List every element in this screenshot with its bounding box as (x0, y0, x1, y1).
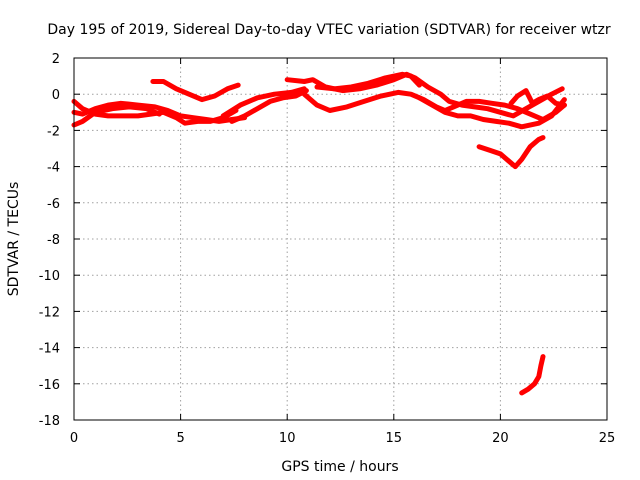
series-pass-12 (476, 135, 546, 170)
series-pass-9 (314, 71, 422, 92)
x-tick-label: 20 (492, 431, 509, 446)
x-tick-label: 10 (279, 431, 296, 446)
series-pass-3 (71, 104, 162, 128)
y-tick-label: -14 (39, 342, 60, 357)
y-tick-label: -6 (47, 197, 60, 212)
series-pass-10 (416, 95, 567, 130)
series-layer (71, 71, 567, 396)
y-tick-labels: 2 0 -2 -4 -6 -8 -10 -12 -14 -16 -18 (39, 52, 60, 429)
x-tick-label: 5 (176, 431, 184, 446)
series-pass-13 (519, 354, 546, 396)
series-pass-11 (508, 88, 567, 108)
y-tick-label: -2 (47, 124, 60, 139)
y-tick-label: -8 (47, 233, 60, 248)
y-tick-label: -18 (39, 414, 60, 429)
y-tick-label: -10 (39, 269, 60, 284)
y-tick-label: -4 (47, 161, 60, 176)
tick-marks (73, 57, 608, 421)
series-pass-4 (150, 79, 241, 103)
x-tick-label: 15 (386, 431, 403, 446)
y-tick-label: 0 (52, 88, 60, 103)
series-pass-5 (229, 88, 309, 124)
chart-title: Day 195 of 2019, Sidereal Day-to-day VTE… (47, 22, 611, 38)
x-axis-label: GPS time / hours (281, 459, 398, 475)
x-tick-label: 0 (70, 431, 78, 446)
y-tick-label: -12 (39, 305, 60, 320)
x-tick-label: 25 (599, 431, 616, 446)
series-pass-6 (220, 86, 307, 119)
x-tick-labels: 0 5 10 15 20 25 (70, 431, 615, 446)
series-pass-2 (71, 100, 248, 124)
y-axis-label: SDTVAR / TECUs (6, 182, 22, 297)
y-tick-label: 2 (52, 52, 60, 67)
y-tick-label: -16 (39, 378, 60, 393)
grid (74, 58, 607, 420)
